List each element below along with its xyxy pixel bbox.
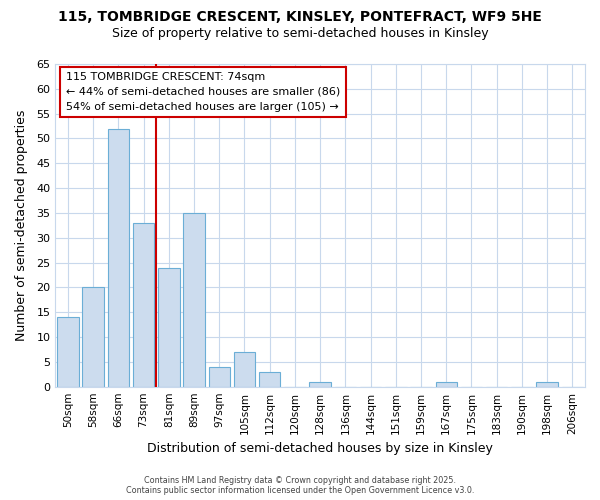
- Bar: [107, 128, 129, 386]
- Bar: [209, 367, 230, 386]
- Bar: [184, 213, 205, 386]
- Bar: [234, 352, 255, 386]
- X-axis label: Distribution of semi-detached houses by size in Kinsley: Distribution of semi-detached houses by …: [147, 442, 493, 455]
- Text: Size of property relative to semi-detached houses in Kinsley: Size of property relative to semi-detach…: [112, 28, 488, 40]
- Bar: [133, 223, 154, 386]
- Text: Contains HM Land Registry data © Crown copyright and database right 2025.
Contai: Contains HM Land Registry data © Crown c…: [126, 476, 474, 495]
- Y-axis label: Number of semi-detached properties: Number of semi-detached properties: [15, 110, 28, 341]
- Text: 115 TOMBRIDGE CRESCENT: 74sqm
← 44% of semi-detached houses are smaller (86)
54%: 115 TOMBRIDGE CRESCENT: 74sqm ← 44% of s…: [66, 72, 340, 112]
- Text: 115, TOMBRIDGE CRESCENT, KINSLEY, PONTEFRACT, WF9 5HE: 115, TOMBRIDGE CRESCENT, KINSLEY, PONTEF…: [58, 10, 542, 24]
- Bar: [259, 372, 280, 386]
- Bar: [310, 382, 331, 386]
- Bar: [158, 268, 179, 386]
- Bar: [436, 382, 457, 386]
- Bar: [82, 288, 104, 386]
- Bar: [57, 317, 79, 386]
- Bar: [536, 382, 558, 386]
